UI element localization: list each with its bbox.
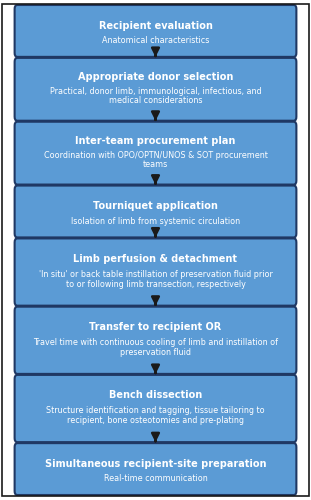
FancyBboxPatch shape: [15, 58, 296, 120]
Text: Inter-team procurement plan: Inter-team procurement plan: [75, 136, 236, 146]
Text: recipient, bone osteotomies and pre-plating: recipient, bone osteotomies and pre-plat…: [67, 416, 244, 425]
FancyBboxPatch shape: [15, 122, 296, 184]
Text: Isolation of limb from systemic circulation: Isolation of limb from systemic circulat…: [71, 216, 240, 226]
Text: Tourniquet application: Tourniquet application: [93, 201, 218, 211]
Text: Coordination with OPO/OPTN/UNOS & SOT procurement: Coordination with OPO/OPTN/UNOS & SOT pr…: [44, 150, 267, 160]
Text: Appropriate donor selection: Appropriate donor selection: [78, 72, 233, 82]
Text: Real-time communication: Real-time communication: [104, 474, 207, 483]
FancyBboxPatch shape: [15, 443, 296, 495]
FancyBboxPatch shape: [15, 5, 296, 57]
Text: Simultaneous recipient-site preparation: Simultaneous recipient-site preparation: [45, 459, 266, 469]
Text: to or following limb transection, respectively: to or following limb transection, respec…: [66, 280, 245, 288]
Text: Limb perfusion & detachment: Limb perfusion & detachment: [73, 254, 238, 264]
Text: Recipient evaluation: Recipient evaluation: [99, 20, 212, 30]
FancyBboxPatch shape: [15, 306, 296, 374]
FancyBboxPatch shape: [15, 186, 296, 238]
Text: Bench dissection: Bench dissection: [109, 390, 202, 400]
Text: Practical, donor limb, immunological, infectious, and: Practical, donor limb, immunological, in…: [50, 86, 261, 96]
Text: preservation fluid: preservation fluid: [120, 348, 191, 357]
FancyBboxPatch shape: [15, 238, 296, 306]
Text: Anatomical characteristics: Anatomical characteristics: [102, 36, 209, 45]
Text: Transfer to recipient OR: Transfer to recipient OR: [89, 322, 222, 332]
Text: medical considerations: medical considerations: [109, 96, 202, 105]
Text: teams: teams: [143, 160, 168, 169]
Text: 'In situ' or back table instillation of preservation fluid prior: 'In situ' or back table instillation of …: [39, 270, 272, 278]
FancyBboxPatch shape: [15, 375, 296, 442]
Text: Travel time with continuous cooling of limb and instillation of: Travel time with continuous cooling of l…: [33, 338, 278, 347]
Text: Structure identification and tagging, tissue tailoring to: Structure identification and tagging, ti…: [46, 406, 265, 415]
